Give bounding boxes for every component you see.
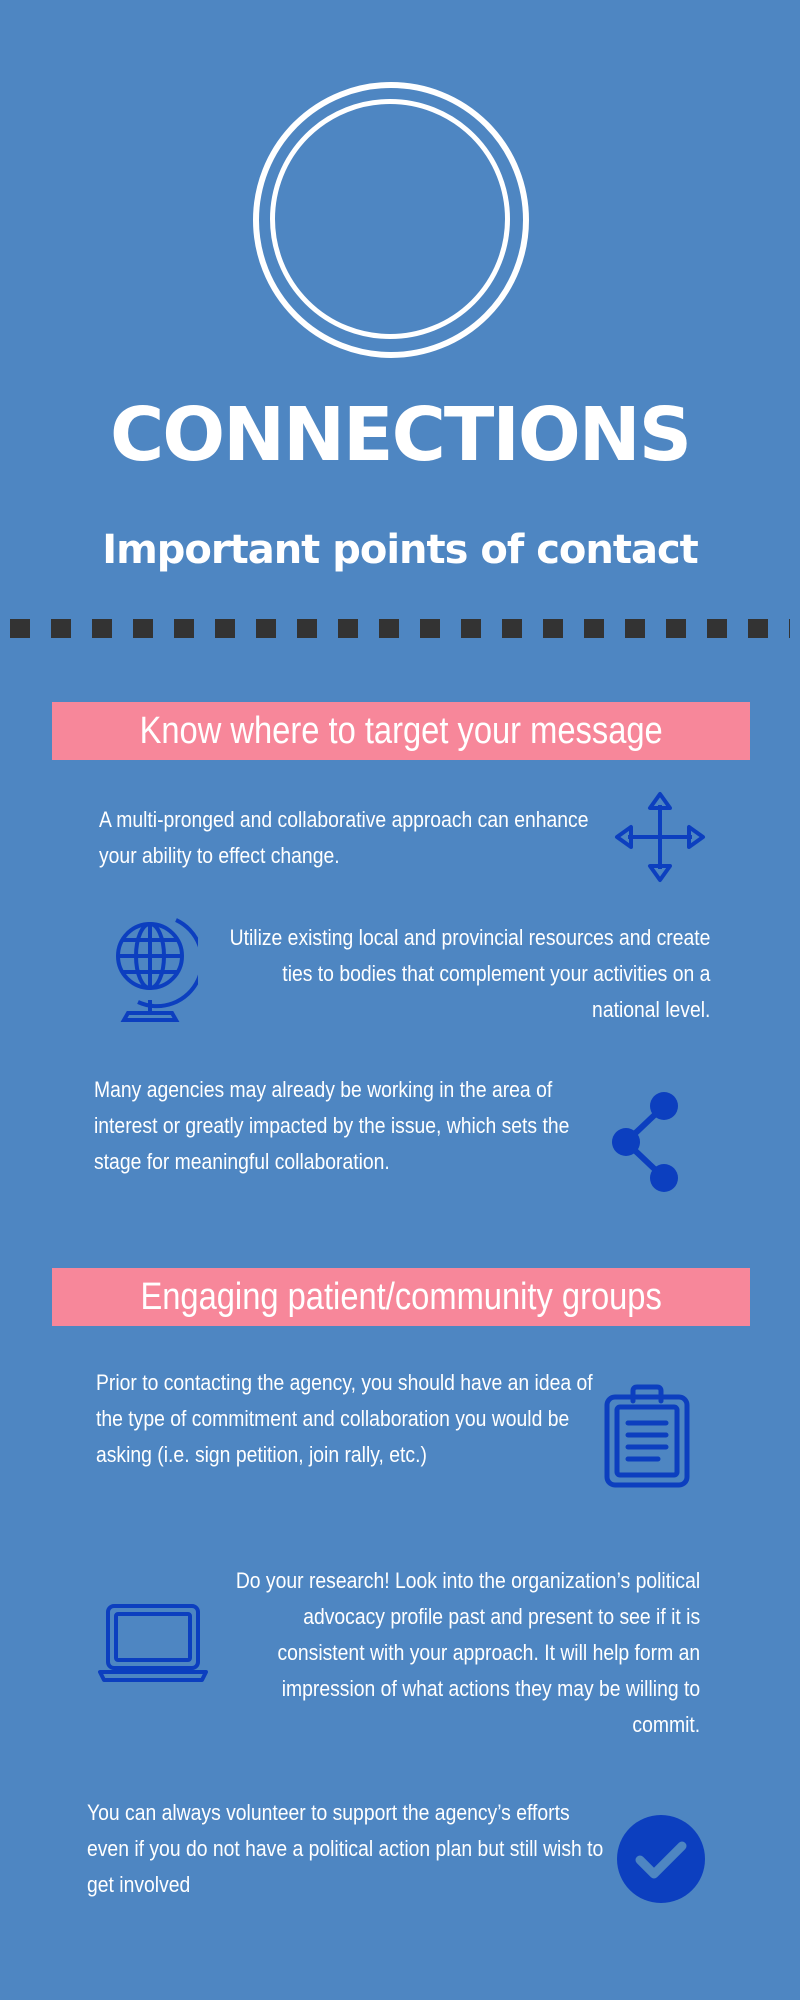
page-subtitle: Important points of contact [102, 527, 699, 573]
share-icon [608, 1087, 688, 1197]
info-text-do-research: Do your research! Look into the organiza… [235, 1568, 700, 1737]
globe-icon [108, 916, 198, 1026]
section-heading-target-message: Know where to target your message [52, 702, 750, 760]
emblem-inner-ring [270, 99, 510, 339]
info-text-prior-contact: Prior to contacting the agency, you shou… [96, 1370, 593, 1467]
section-heading-engaging-groups: Engaging patient/community groups [52, 1268, 750, 1326]
laptop-icon [98, 1602, 208, 1682]
page-title: CONNECTIONS [109, 392, 692, 478]
clipboard-icon [603, 1383, 691, 1489]
move-arrows-icon [614, 791, 706, 883]
check-circle-icon [616, 1814, 706, 1904]
info-text-volunteer: You can always volunteer to support the … [87, 1800, 604, 1897]
info-text-many-agencies: Many agencies may already be working in … [94, 1077, 570, 1174]
info-text-local-resources: Utilize existing local and provincial re… [229, 925, 710, 1022]
dashed-divider [10, 619, 790, 638]
emblem-outer-ring [253, 82, 529, 358]
info-text-multi-pronged: A multi-pronged and collaborative approa… [99, 807, 589, 868]
